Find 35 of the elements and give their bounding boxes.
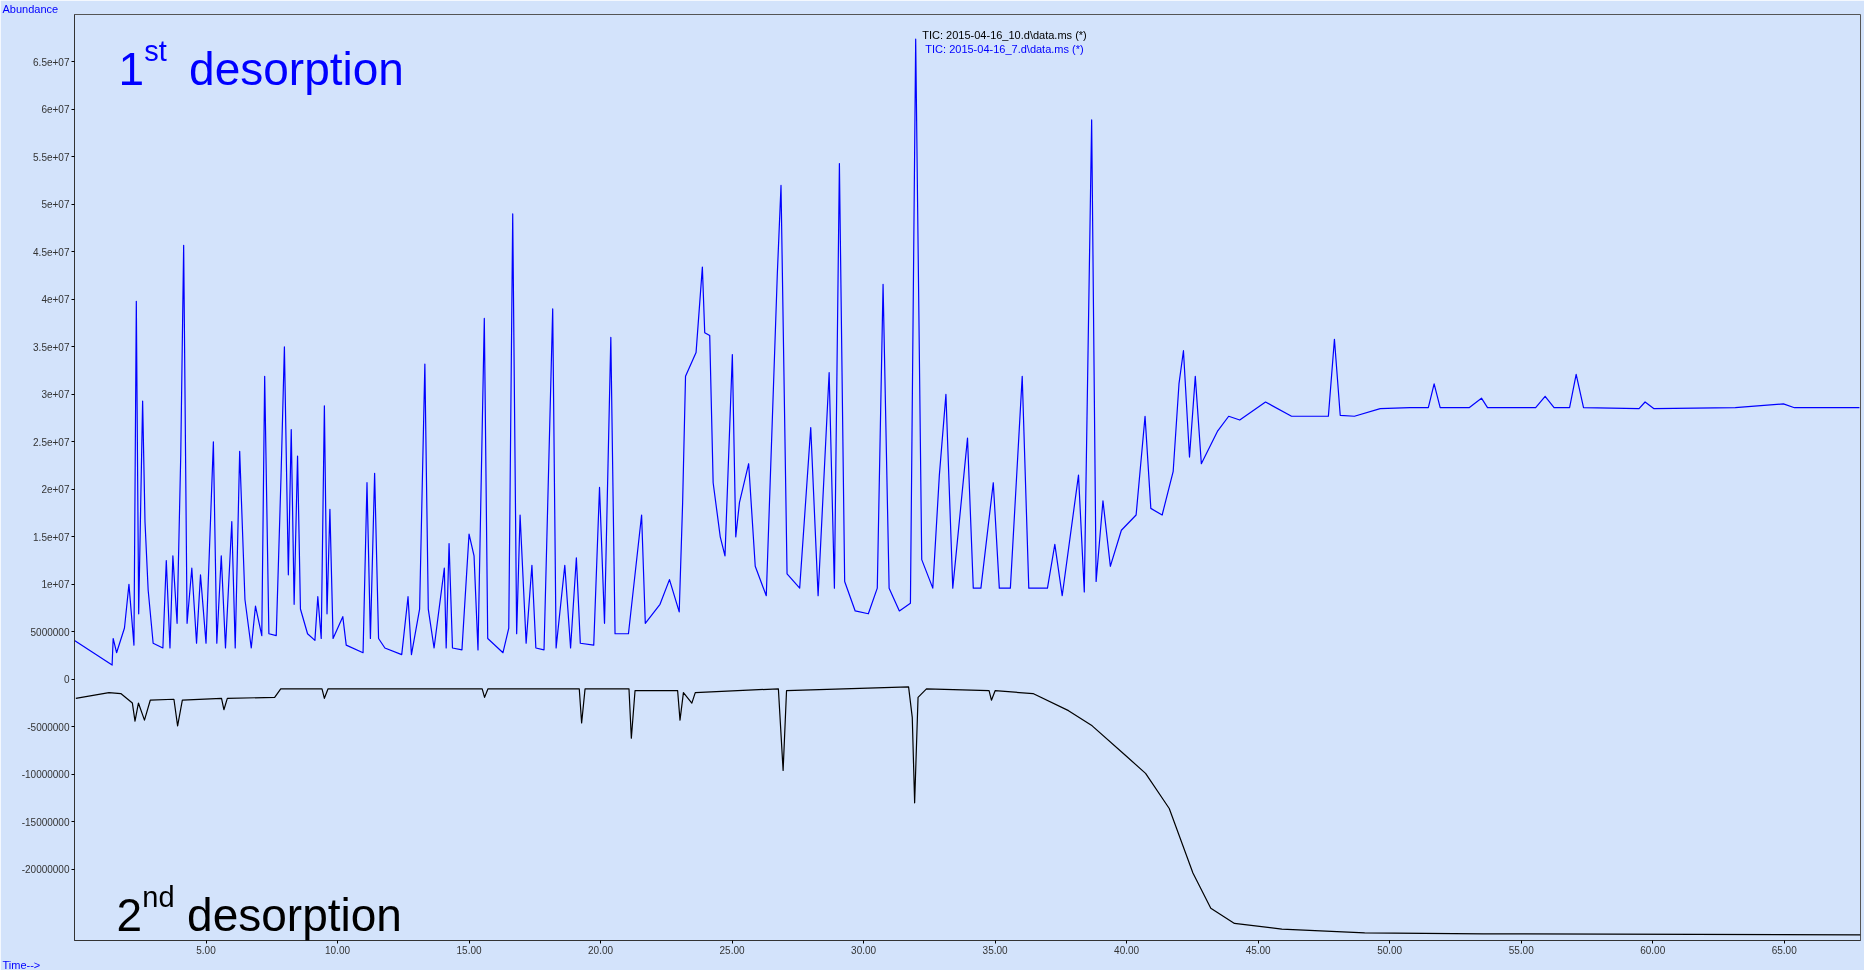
y-tick-label: 1.5e+07 xyxy=(33,531,70,543)
y-tick-label: 4e+07 xyxy=(41,294,70,306)
x-tick-label: 35.00 xyxy=(982,944,1009,956)
x-tick-label: 40.00 xyxy=(1114,944,1140,956)
series-label: TIC: 2015-04-16_7.d\data.ms (*) xyxy=(925,42,1084,55)
x-tick-label: 30.00 xyxy=(851,944,877,956)
y-tick-label: 5000000 xyxy=(30,626,70,638)
y-tick-label: 6e+07 xyxy=(41,104,70,116)
x-tick-label: 15.00 xyxy=(456,944,482,956)
y-tick-label: 4.5e+07 xyxy=(33,246,70,258)
x-tick-label: 25.00 xyxy=(719,944,746,956)
y-tick-label: 3.5e+07 xyxy=(33,341,70,353)
text: TIC: 2015-04-16_10.d\data.ms (*) xyxy=(922,28,1087,41)
x-tick-label: 20.00 xyxy=(588,944,614,956)
y-tick-label: 5.5e+07 xyxy=(33,151,70,163)
y-tick-label: 1e+07 xyxy=(41,579,70,591)
x-tick-label: 60.00 xyxy=(1640,944,1666,956)
x-axis-title: Time--> xyxy=(2,958,41,970)
y-tick-label: 3e+07 xyxy=(41,389,70,401)
x-tick-label: 5.00 xyxy=(196,944,217,956)
y-axis-title: Abundance xyxy=(2,2,59,15)
x-tick-label: 65.00 xyxy=(1771,944,1798,956)
y-tick-label: 2e+07 xyxy=(41,484,70,496)
x-tick-label: 10.00 xyxy=(325,944,351,956)
y-tick-label: 6.5e+07 xyxy=(33,56,70,68)
y-tick-label: 0 xyxy=(63,674,70,686)
y-tick-label: 2.5e+07 xyxy=(33,436,70,448)
x-tick-label: 55.00 xyxy=(1508,944,1535,956)
x-tick-label: 45.00 xyxy=(1245,944,1272,956)
y-tick-label: -5000000 xyxy=(27,721,70,733)
y-tick-label: 5e+07 xyxy=(41,199,70,211)
x-tick-label: 50.00 xyxy=(1377,944,1403,956)
y-tick-label: -20000000 xyxy=(21,864,70,876)
y-tick-label: -10000000 xyxy=(21,769,70,781)
y-tick-label: -15000000 xyxy=(21,816,70,828)
